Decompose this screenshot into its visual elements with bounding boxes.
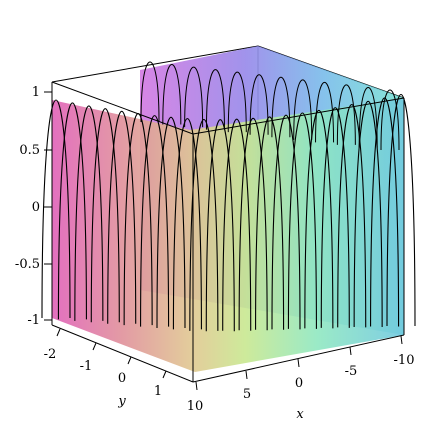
y-tick-label: 0 — [118, 371, 126, 386]
surface-ridge-line — [304, 109, 334, 329]
surface-back-ridge-line — [271, 76, 291, 138]
surface-back-ridge-line — [380, 89, 400, 151]
y-tick-label: -1 — [80, 359, 93, 374]
surface-ridge-line — [140, 115, 170, 327]
z-tick-label: 0.5 — [19, 143, 40, 158]
surface-ridge-line — [189, 118, 219, 331]
x-axis-title: x — [296, 407, 304, 422]
surface-ridge-line — [353, 100, 383, 327]
surface-ridge-line — [74, 105, 104, 321]
z-tick-label: -0.5 — [15, 257, 40, 272]
x-axis: 10 5 0 -5 -10 x — [187, 335, 415, 422]
surface-ridge-line — [90, 108, 120, 323]
x-tick-label: -5 — [345, 364, 358, 379]
surface-back-ridge-line — [205, 69, 225, 130]
y-axis-ticks — [56, 328, 167, 379]
surface-ridge-line — [156, 116, 186, 329]
surface-back-ridge-line — [315, 81, 335, 143]
surface-ridge-line — [271, 114, 301, 330]
surface-ridge-line — [57, 102, 87, 320]
surface-back-ridge-line — [249, 74, 269, 135]
surface-back-ridge-line — [140, 61, 160, 123]
surface-ridge-line — [222, 118, 252, 331]
surface-back-ridge-line — [336, 84, 356, 145]
surface-ridge-line — [320, 107, 350, 328]
surface-ridges — [41, 61, 416, 332]
box-front-edges — [51, 81, 405, 383]
surface-ridge-line — [287, 112, 317, 329]
y-tick-label: -2 — [44, 347, 57, 362]
surface-front-band — [52, 98, 404, 372]
surface-ridge-line — [238, 117, 268, 331]
z-tick-label: -1 — [27, 313, 40, 328]
surface-back-ridge-line — [358, 86, 378, 148]
x-tick-label: 5 — [243, 387, 251, 402]
surface-back-ridge-line — [184, 66, 204, 128]
y-axis: -2 -1 0 1 y — [44, 328, 167, 409]
x-tick-label: 10 — [187, 399, 204, 414]
y-axis-title: y — [117, 394, 126, 409]
surface-ridge-line — [370, 97, 400, 327]
surface-back-ridge-line — [293, 79, 313, 140]
z-axis: 1 0.5 0 -0.5 -1 — [15, 85, 52, 328]
surface-ridge-line — [41, 99, 71, 319]
z-tick-label: 1 — [32, 85, 40, 100]
surface-ridge-line — [205, 119, 235, 332]
surface-ridge-line — [107, 110, 137, 324]
z-axis-ticks — [44, 91, 52, 321]
surface-ridge-line — [172, 118, 202, 330]
surface-back-ridge-line — [162, 64, 182, 125]
x-tick-label: -10 — [394, 353, 415, 368]
z-tick-label: 0 — [32, 200, 40, 215]
surface-ridge-line — [386, 93, 416, 327]
x-axis-ticks — [195, 335, 403, 391]
y-tick-label: 1 — [154, 384, 162, 399]
surface-ridge-line — [337, 104, 367, 328]
x-tick-label: 0 — [295, 376, 303, 391]
surface-ridge-line — [255, 116, 285, 330]
surface-back-ridge-line — [227, 71, 247, 133]
